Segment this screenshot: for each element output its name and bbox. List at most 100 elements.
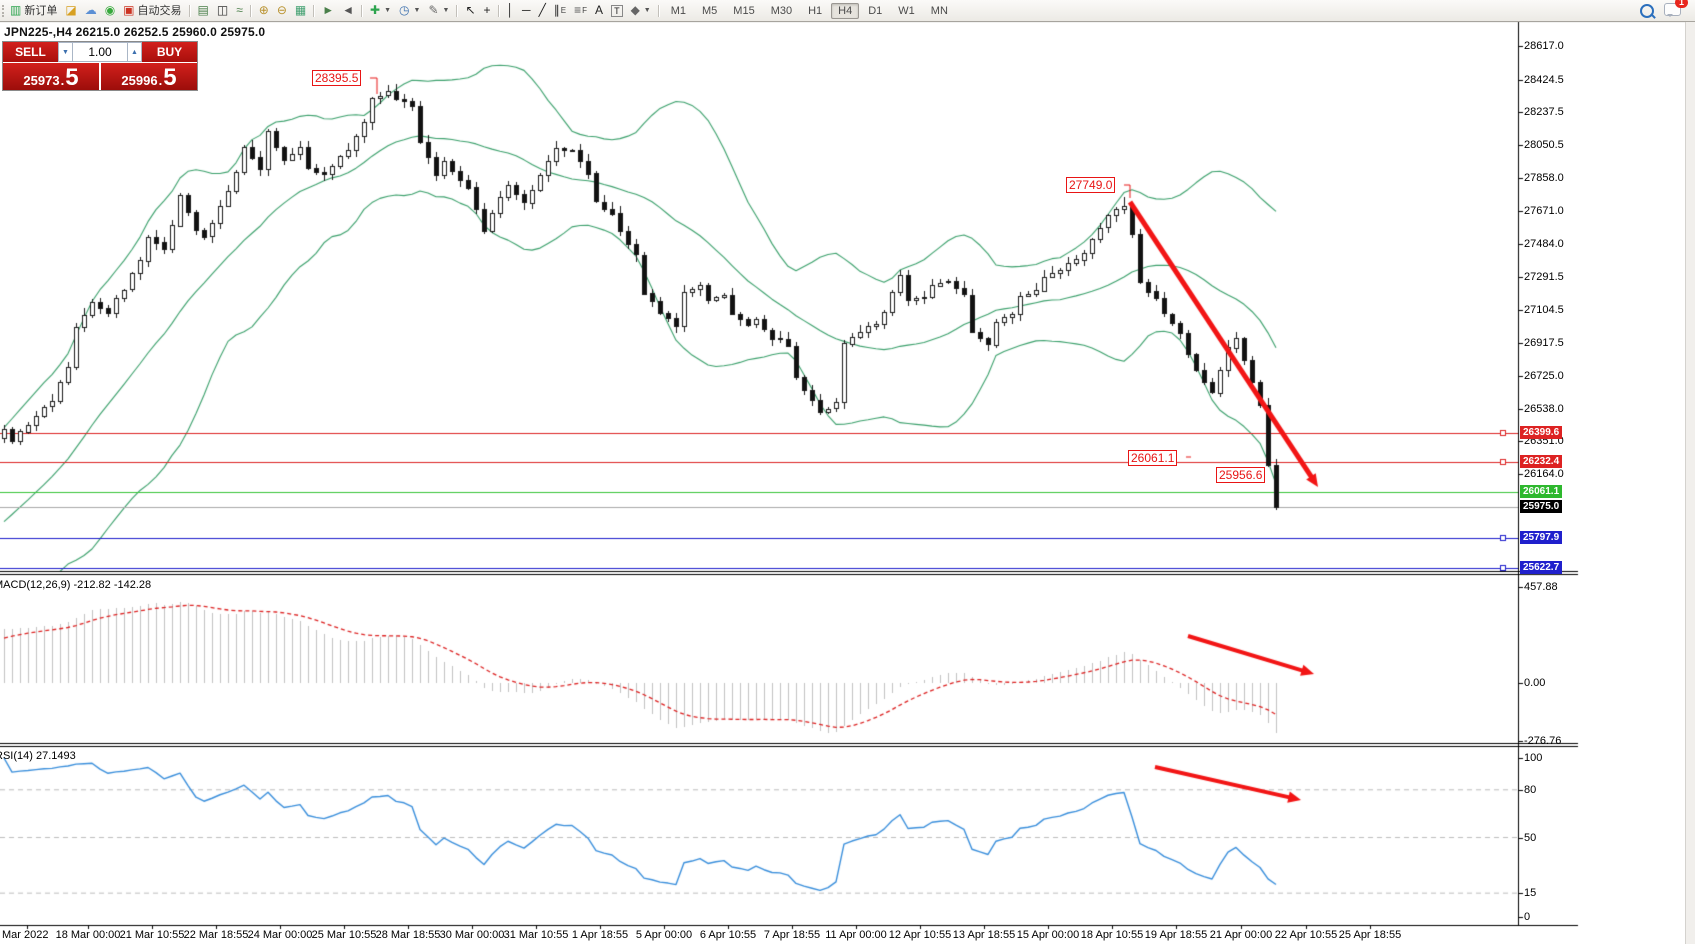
one-click-trade-panel: SELL ▼ 1.00 ▲ BUY 25973. 5 25996. 5 [2,41,198,91]
tile-windows-icon: ▦ [294,3,307,17]
dropdown-arrow-icon: ▼ [442,6,450,14]
sub-letter: F [582,5,588,15]
window-scrollbar[interactable] [1685,0,1695,944]
chart-shift-button[interactable]: ◄ [338,1,358,20]
zoom-out-icon: ⊖ [276,3,287,17]
toolbar-separator [456,5,459,17]
volume-input[interactable]: 1.00 [73,42,127,62]
add-indicator-icon: ✚ [370,3,381,17]
auto-trading-button-label: 自动交易 [137,5,182,17]
timeframe-d1-button[interactable]: D1 [868,4,883,17]
add-indicator-button[interactable]: ✚ ▼ [366,1,395,20]
zoom-in-icon: ⊕ [258,3,269,17]
candles-view-button[interactable]: ◫ [213,1,232,20]
cursor-button[interactable]: ↖ [461,1,479,20]
toolbar-separator [249,5,252,17]
text-icon: A [595,3,604,17]
timeframe-m15-button[interactable]: M15 [733,4,755,17]
zoom-out-button[interactable]: ⊖ [273,1,291,20]
hline-icon: ─ [522,3,531,17]
sell-button[interactable]: SELL [3,42,58,62]
text-label-icon: T [611,5,623,17]
volume-increase-button[interactable]: ▲ [127,42,142,62]
auto-trading-icon: ▣ [123,3,135,17]
rsi-indicator-label: RSI(14) 27.1493 [0,750,76,762]
auto-scroll-button[interactable]: ► [318,1,338,20]
buy-price-main: 25996 [121,73,158,88]
cursor-icon: ↖ [465,3,476,17]
toolbar: ▥ 新订单 ◪ ☁ ◉ ▣ 自动交易 ▤ ◫ ≈ ⊕ ⊖ ▦ ► ◄ ✚ ▼ ◷ ▼ ✎ ▼ ↖ + │ ─ ╱ ∥ E ≡ F A T ◆ ▼ … [0,0,1695,22]
eraser-button[interactable]: ◪ [61,1,80,20]
signal-button[interactable]: ◉ [101,1,119,20]
toolbar-separator [657,5,660,17]
tile-windows-button[interactable]: ▦ [291,1,310,20]
toolbar-separator [361,5,364,17]
candles-view-icon: ◫ [216,3,229,17]
toolbar-right: 1 [1640,0,1695,19]
dropdown-arrow-icon: ▼ [384,6,392,14]
text-label-button[interactable]: T [607,2,627,21]
period-button[interactable]: ◷ ▼ [395,1,424,20]
new-order-button[interactable]: ▥ 新订单 [6,1,61,20]
timeframe-h4-button[interactable]: H4 [831,2,860,19]
buy-button[interactable]: BUY [142,42,197,62]
line-view-button[interactable]: ≈ [232,1,247,20]
macd-indicator-label: MACD(12,26,9) -212.82 -142.28 [0,579,152,591]
new-order-button-label: 新订单 [24,5,58,17]
sell-price-dot: . [60,73,65,88]
buy-price-button[interactable]: 25996. 5 [101,63,197,90]
bars-view-icon: ▤ [197,3,209,17]
vline-button[interactable]: │ [503,1,519,20]
period-icon: ◷ [399,3,410,17]
toolbar-separator [188,5,191,17]
toolbar-groups: ▥ 新订单 ◪ ☁ ◉ ▣ 自动交易 ▤ ◫ ≈ ⊕ ⊖ ▦ ► ◄ ✚ ▼ ◷ ▼ ✎ ▼ ↖ + │ ─ ╱ ∥ E ≡ F A T ◆ ▼ [0,1,663,21]
timeframe-w1-button[interactable]: W1 [898,4,915,17]
auto-trading-button[interactable]: ▣ 自动交易 [119,1,185,20]
timeframe-m30-button[interactable]: M30 [770,4,793,17]
dropdown-arrow-icon: ▼ [413,6,421,14]
text-button[interactable]: A [591,1,607,20]
timeframe-m5-button[interactable]: M5 [702,4,718,17]
template-icon: ✎ [428,3,439,17]
sell-price-button[interactable]: 25973. 5 [3,63,99,90]
community-button[interactable]: ☁ [81,1,101,20]
buy-price-dot: . [158,73,163,88]
hline-button[interactable]: ─ [518,1,535,20]
search-icon[interactable] [1640,3,1654,18]
timeframe-toolbar: M1 M5 M15 M30 H1 H4 D1 W1 MN [663,2,956,19]
notification-badge: 1 [1675,0,1688,8]
sub-letter: E [560,5,567,15]
sell-price-main: 25973 [23,73,60,88]
vline-icon: │ [506,3,515,17]
shapes-button[interactable]: ◆ ▼ [627,1,655,20]
trendline-icon: ╱ [538,3,546,17]
crosshair-icon: + [483,3,491,17]
fibonacci-icon: ≡ [574,3,582,17]
channel-icon: ∥ [553,3,560,17]
shapes-icon: ◆ [630,3,640,17]
buy-price-big-digit: 5 [163,64,177,91]
toolbar-separator [313,5,316,17]
dropdown-arrow-icon: ▼ [643,6,651,14]
new-order-icon: ▥ [10,3,22,17]
crosshair-button[interactable]: + [480,1,495,20]
eraser-icon: ◪ [65,3,77,17]
timeframe-m1-button[interactable]: M1 [670,4,687,17]
trendline-button[interactable]: ╱ [535,1,550,20]
auto-scroll-icon: ► [322,3,335,17]
timeframe-h1-button[interactable]: H1 [808,4,823,17]
notifications-button[interactable]: 1 [1664,0,1688,19]
timeframe-mn-button[interactable]: MN [930,4,948,17]
community-icon: ☁ [84,3,97,17]
line-view-icon: ≈ [236,3,243,17]
template-button[interactable]: ✎ ▼ [424,1,453,20]
bars-view-button[interactable]: ▤ [194,1,213,20]
signal-icon: ◉ [104,3,116,17]
fibonacci-button[interactable]: ≡ F [570,1,591,20]
zoom-in-button[interactable]: ⊕ [255,1,273,20]
volume-decrease-button[interactable]: ▼ [58,42,73,62]
channel-button[interactable]: ∥ E [550,1,570,20]
sell-price-big-digit: 5 [65,64,79,91]
